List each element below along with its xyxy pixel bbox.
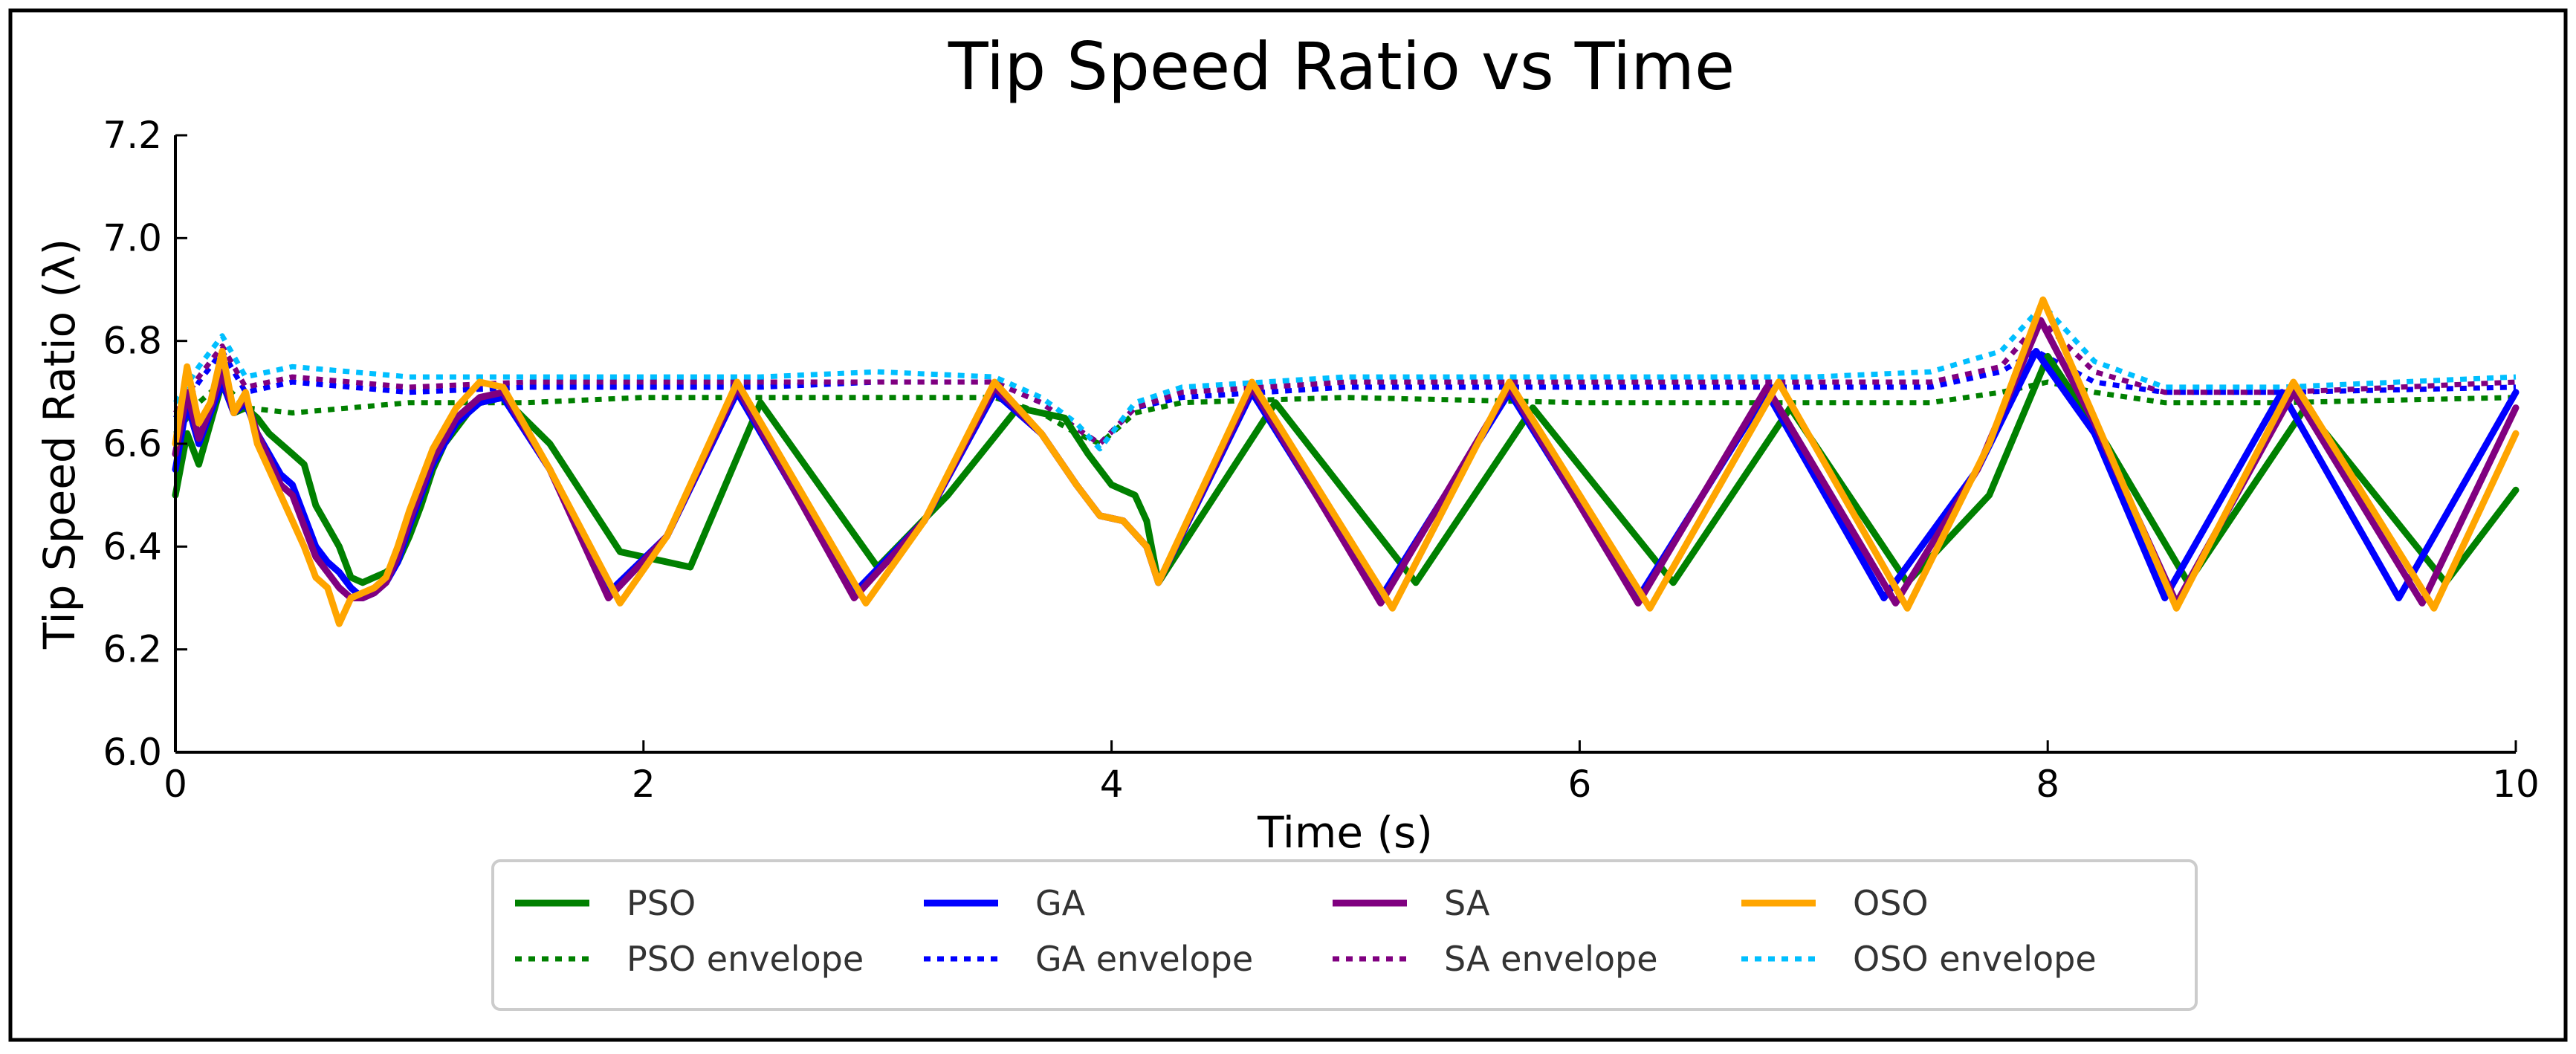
x-tick-label: 4 [1100, 763, 1124, 806]
x-tick-label: 6 [1567, 763, 1591, 806]
y-tick-label: 6.2 [103, 628, 162, 671]
legend-label: PSO [627, 883, 696, 923]
series-line-oso-envelope [173, 302, 2517, 452]
x-tick-label: 0 [164, 763, 187, 806]
y-tick-label: 7.2 [103, 114, 162, 157]
legend-label: SA [1444, 883, 1490, 923]
legend-item-oso: OSO [1741, 883, 1929, 923]
legend: PSO GA SA OSO PSO envelope GA envelope SA enve… [491, 859, 2198, 1011]
y-tick-label: 6.0 [103, 731, 162, 774]
legend-item-sa-envelope: SA envelope [1333, 939, 1658, 979]
y-tick-label: 6.4 [103, 525, 162, 568]
y-axis-label: Tip Speed Ratio (λ) [34, 239, 85, 650]
y-ticks: 6.0 6.2 6.4 6.6 6.8 7.0 7.2 [103, 114, 187, 774]
y-tick-label: 7.0 [103, 216, 162, 259]
series-line-oso [172, 296, 2520, 627]
legend-label: SA envelope [1444, 939, 1658, 979]
chart-title: Tip Speed Ratio vs Time [948, 28, 1735, 105]
legend-items: PSO GA SA OSO PSO envelope GA envelope SA enve… [515, 883, 2097, 979]
legend-item-oso-envelope: OSO envelope [1741, 939, 2097, 979]
series-group [172, 296, 2520, 627]
legend-item-sa: SA [1333, 883, 1490, 923]
x-tick-label: 10 [2492, 763, 2540, 806]
x-tick-label: 8 [2036, 763, 2059, 806]
legend-label: GA [1035, 883, 1086, 923]
x-axis-label: Time (s) [1257, 807, 1433, 858]
y-tick-label: 6.6 [103, 422, 162, 465]
legend-label: OSO [1853, 883, 1929, 923]
series-line-ga-envelope [173, 349, 2517, 447]
legend-item-pso-envelope: PSO envelope [515, 939, 864, 979]
legend-item-ga-envelope: GA envelope [924, 939, 1253, 979]
x-ticks: 0 2 4 6 8 10 [164, 740, 2540, 806]
x-tick-label: 2 [632, 763, 656, 806]
y-tick-label: 6.8 [103, 320, 162, 363]
legend-label: GA envelope [1035, 939, 1253, 979]
legend-item-ga: GA [924, 883, 1086, 923]
legend-label: PSO envelope [627, 939, 864, 979]
legend-item-pso: PSO [515, 883, 696, 923]
legend-label: OSO envelope [1853, 939, 2097, 979]
legend-box [491, 859, 2198, 1011]
